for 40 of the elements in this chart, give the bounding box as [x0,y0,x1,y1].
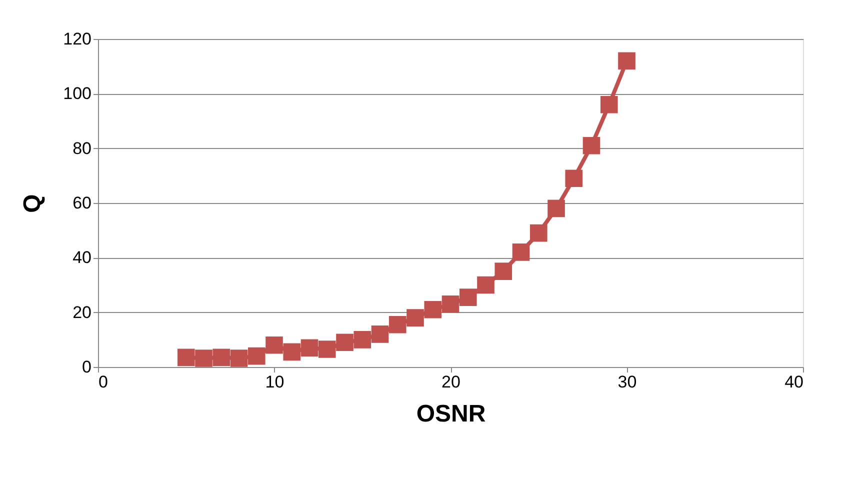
x-tick-label: 10 [265,372,284,392]
point [406,309,424,326]
point [582,136,600,154]
point [318,340,336,358]
point [388,316,406,334]
point [230,350,248,367]
x-axis-title: OSNR [416,400,486,428]
point [248,347,266,365]
y-axis-title: Q [19,194,46,213]
x-tick-label: 30 [618,372,637,392]
y-tick-label: 0 [82,358,92,376]
point [283,343,301,361]
point [266,336,283,354]
point [177,348,195,366]
point [424,300,442,318]
point [371,326,389,343]
point [195,350,212,367]
x-tick-label: 20 [442,372,460,392]
x-tick-label: 40 [784,372,804,392]
point [530,224,548,242]
point [565,170,583,188]
point [494,262,512,280]
point [212,348,230,366]
point [512,244,530,261]
y-tick-label: 60 [72,194,92,212]
y-tick-label: 20 [72,302,92,322]
y-tick-label: 40 [72,248,92,268]
point [336,334,354,352]
point [300,339,318,357]
point [600,96,618,114]
point [442,295,460,313]
point [459,288,477,306]
y-tick-label: 120 [63,30,92,48]
point [548,200,565,218]
point [618,52,636,70]
point [354,331,372,348]
x-tick-label: 0 [98,372,108,392]
point [477,276,494,294]
y-tick-label: 100 [63,84,92,104]
y-tick-label: 80 [72,138,92,158]
